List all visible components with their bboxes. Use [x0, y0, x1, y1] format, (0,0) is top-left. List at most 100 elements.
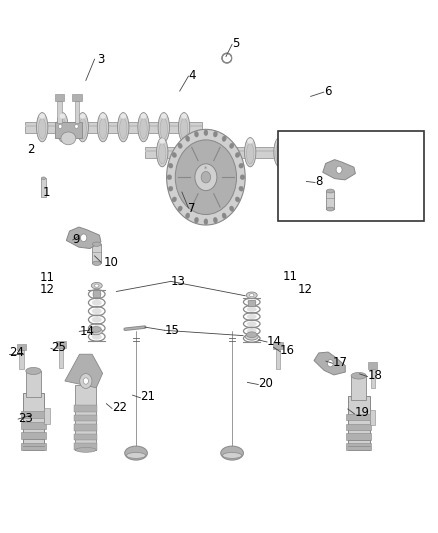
Text: 25: 25 [51, 341, 66, 354]
Circle shape [75, 124, 78, 128]
Bar [57, 101, 62, 123]
Text: 19: 19 [354, 406, 369, 419]
Ellipse shape [204, 130, 208, 135]
Text: 7: 7 [188, 201, 196, 214]
Circle shape [80, 374, 92, 389]
Ellipse shape [97, 112, 109, 142]
Ellipse shape [204, 219, 208, 224]
Text: 11: 11 [40, 271, 55, 284]
Ellipse shape [336, 139, 341, 144]
Ellipse shape [61, 132, 76, 145]
Circle shape [83, 378, 88, 384]
Ellipse shape [335, 143, 342, 164]
Ellipse shape [230, 206, 234, 211]
Ellipse shape [127, 453, 146, 458]
Text: 1: 1 [42, 185, 49, 199]
Ellipse shape [99, 118, 107, 139]
Ellipse shape [79, 118, 86, 139]
Ellipse shape [125, 446, 148, 460]
Bar [75, 101, 79, 123]
Ellipse shape [80, 114, 85, 119]
Ellipse shape [57, 112, 68, 142]
Ellipse shape [239, 163, 244, 168]
Ellipse shape [326, 189, 334, 193]
Text: 8: 8 [315, 175, 322, 188]
Ellipse shape [186, 138, 197, 167]
Ellipse shape [245, 333, 258, 340]
Text: 22: 22 [112, 401, 127, 414]
Ellipse shape [235, 152, 240, 157]
Circle shape [81, 234, 87, 241]
Text: 4: 4 [188, 69, 196, 82]
Bar [351, 376, 366, 400]
Ellipse shape [222, 136, 226, 141]
Ellipse shape [89, 328, 102, 335]
Bar [21, 432, 46, 439]
Ellipse shape [247, 336, 257, 341]
Text: 14: 14 [267, 335, 282, 349]
Ellipse shape [117, 112, 129, 142]
Ellipse shape [168, 186, 173, 191]
Bar [74, 443, 97, 450]
Bar [21, 422, 46, 429]
Bar [346, 414, 371, 420]
Bar [145, 147, 385, 158]
Text: 20: 20 [258, 377, 273, 390]
Text: 15: 15 [164, 324, 179, 337]
Ellipse shape [120, 114, 126, 119]
Text: 9: 9 [73, 233, 80, 246]
Ellipse shape [277, 139, 283, 144]
Ellipse shape [92, 300, 102, 305]
Bar [22, 393, 44, 450]
Ellipse shape [91, 327, 101, 332]
Ellipse shape [215, 138, 226, 167]
Ellipse shape [186, 136, 190, 141]
Ellipse shape [188, 143, 195, 164]
Bar [145, 150, 385, 152]
Ellipse shape [92, 325, 102, 331]
Ellipse shape [138, 112, 149, 142]
Ellipse shape [246, 292, 257, 298]
Ellipse shape [172, 152, 177, 157]
Ellipse shape [167, 175, 172, 180]
Ellipse shape [303, 138, 314, 167]
Circle shape [195, 164, 217, 191]
Circle shape [166, 130, 245, 225]
Ellipse shape [159, 143, 166, 164]
Bar [25, 122, 201, 133]
Ellipse shape [181, 114, 187, 119]
Ellipse shape [92, 308, 102, 314]
Ellipse shape [274, 138, 285, 167]
Bar [368, 362, 378, 368]
Ellipse shape [92, 261, 101, 265]
Ellipse shape [75, 448, 96, 453]
Text: 12: 12 [297, 284, 313, 296]
Bar [346, 424, 371, 430]
Ellipse shape [178, 112, 190, 142]
Ellipse shape [305, 143, 312, 164]
Bar [346, 433, 371, 440]
Circle shape [175, 140, 237, 214]
Ellipse shape [186, 213, 190, 219]
Ellipse shape [194, 217, 198, 223]
Ellipse shape [247, 143, 254, 164]
Text: 17: 17 [332, 356, 347, 369]
Ellipse shape [92, 291, 102, 297]
Ellipse shape [95, 284, 99, 287]
Ellipse shape [247, 321, 257, 326]
Ellipse shape [156, 138, 168, 167]
Ellipse shape [247, 307, 257, 312]
Ellipse shape [244, 138, 256, 167]
Bar [55, 94, 64, 101]
Text: *: * [204, 166, 208, 172]
Ellipse shape [222, 213, 226, 219]
Ellipse shape [306, 139, 312, 144]
Ellipse shape [178, 206, 182, 211]
Bar [59, 348, 63, 368]
Ellipse shape [26, 367, 41, 375]
Bar [56, 341, 66, 348]
Ellipse shape [351, 373, 366, 379]
Ellipse shape [91, 282, 102, 289]
Bar [348, 397, 370, 450]
Ellipse shape [247, 328, 257, 334]
